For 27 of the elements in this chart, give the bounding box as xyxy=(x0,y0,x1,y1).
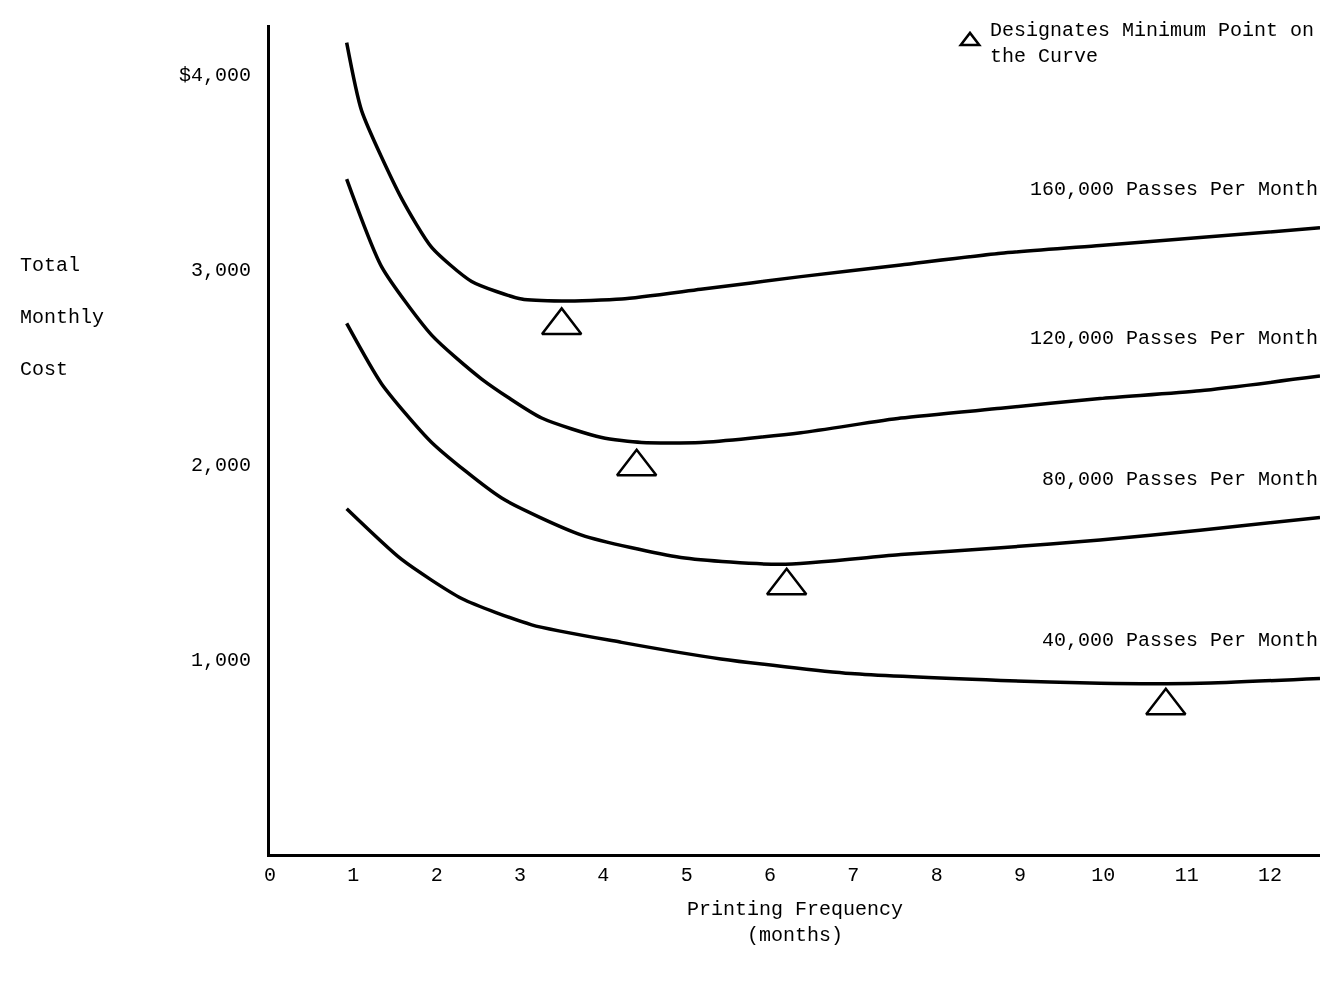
text: Total Monthly Cost xyxy=(20,254,105,381)
x-tick-label: 10 xyxy=(1091,864,1116,887)
x-tick-label: 3 xyxy=(513,864,527,887)
x-tick-label: 6 xyxy=(763,864,777,887)
x-tick-label: 9 xyxy=(1013,864,1027,887)
x-tick-label: 1 xyxy=(347,864,360,887)
x-tick-label: 11 xyxy=(1174,864,1199,887)
series-label: 40,000 Passes Per Month xyxy=(1042,629,1319,652)
line-series xyxy=(344,40,1320,303)
y-tick-label: 3,000 xyxy=(190,258,251,282)
x-tick-label: 2 xyxy=(430,864,443,887)
series-label: 80,000 Passes Per Month xyxy=(1042,468,1319,491)
x-tick-label: 4 xyxy=(597,864,610,887)
y-tick-label: $4,000 xyxy=(178,63,251,87)
x-tick-label: 5 xyxy=(680,864,693,887)
series-label: 160,000 Passes Per Month xyxy=(1030,178,1319,201)
line-series xyxy=(344,177,1320,445)
legend-label: Designates Minimum Point on the Curve xyxy=(990,18,1315,68)
y-tick-label: 2,000 xyxy=(190,453,251,477)
x-tick-label: 0 xyxy=(263,864,277,887)
y-tick-label: 1,000 xyxy=(190,648,251,672)
x-axis-title: Printing Frequency (months) xyxy=(686,897,904,947)
x-tick-label: 8 xyxy=(930,864,943,887)
series-label: 120,000 Passes Per Month xyxy=(1030,327,1319,350)
x-tick-label: 12 xyxy=(1257,864,1283,887)
line-series xyxy=(344,507,1320,686)
x-tick-label: 7 xyxy=(847,864,860,887)
